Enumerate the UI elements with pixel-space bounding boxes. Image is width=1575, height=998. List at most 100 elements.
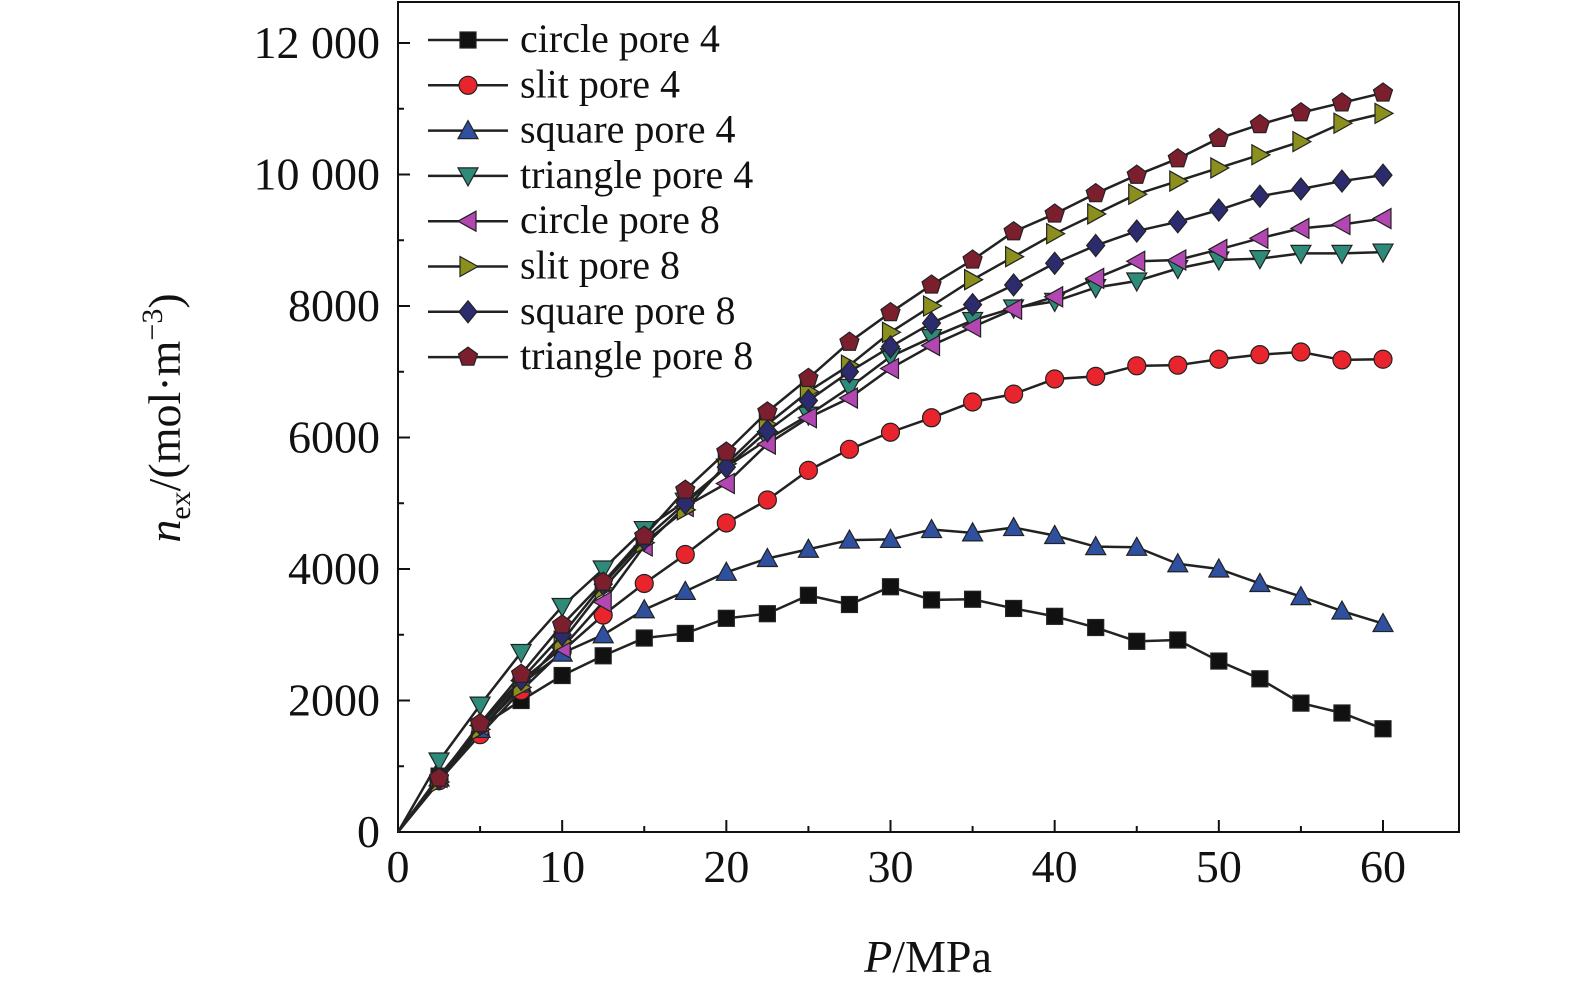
legend-marker xyxy=(457,346,479,366)
data-point xyxy=(1003,220,1024,241)
data-point xyxy=(1128,183,1148,206)
data-point xyxy=(758,605,776,623)
legend-label: triangle pore 4 xyxy=(520,152,753,197)
data-point xyxy=(1250,184,1270,209)
data-point xyxy=(591,590,612,613)
data-point xyxy=(633,598,656,619)
legend-label: square pore 8 xyxy=(520,288,735,333)
data-point xyxy=(1043,285,1064,308)
data-point xyxy=(1126,164,1147,184)
data-point xyxy=(1046,222,1066,245)
data-point xyxy=(1210,652,1228,670)
legend-item: triangle pore 4 xyxy=(428,152,753,197)
legend-item: square pore 8 xyxy=(428,288,735,333)
data-point xyxy=(1371,243,1395,264)
data-point xyxy=(962,292,983,317)
plot-frame xyxy=(397,1,1460,833)
data-point xyxy=(921,408,942,428)
data-point xyxy=(1330,213,1351,236)
data-point xyxy=(757,490,777,510)
data-point xyxy=(551,597,574,618)
data-point xyxy=(716,441,737,461)
data-point xyxy=(1292,694,1310,712)
legend-label: slit pore 4 xyxy=(520,61,680,106)
data-point xyxy=(1291,177,1311,201)
data-point xyxy=(592,623,615,644)
legend-label: triangle pore 8 xyxy=(520,333,753,378)
data-point xyxy=(1208,127,1230,148)
data-point xyxy=(961,521,984,542)
data-point xyxy=(1330,599,1353,620)
data-point xyxy=(1333,112,1354,135)
data-point xyxy=(1291,342,1311,362)
series-layer xyxy=(396,82,1395,833)
data-point xyxy=(1087,618,1105,637)
x-axis-label: P/MPa xyxy=(863,931,992,982)
data-point xyxy=(1331,92,1353,112)
data-point xyxy=(756,547,779,568)
data-point xyxy=(962,392,983,412)
x-tick-label: 20 xyxy=(703,841,749,892)
data-point xyxy=(469,712,491,733)
data-point xyxy=(1168,209,1188,234)
data-point xyxy=(1251,143,1272,166)
data-point xyxy=(510,663,532,683)
data-point xyxy=(798,460,819,480)
data-point xyxy=(1332,169,1352,194)
data-point xyxy=(1333,704,1351,722)
data-point xyxy=(1209,198,1229,222)
data-point xyxy=(592,560,615,581)
data-point xyxy=(962,249,983,269)
legend-item: triangle pore 8 xyxy=(428,333,753,378)
data-point xyxy=(1005,245,1025,268)
data-point xyxy=(675,479,696,499)
data-point xyxy=(1371,207,1392,230)
legend-marker xyxy=(459,255,480,278)
legend-item: slit pore 8 xyxy=(428,243,680,288)
data-point xyxy=(1169,170,1190,193)
data-point xyxy=(1086,366,1106,386)
legend-label: circle pore 8 xyxy=(520,197,720,242)
data-point xyxy=(1128,632,1146,650)
data-point xyxy=(1332,350,1352,370)
data-point xyxy=(1209,349,1229,369)
series-square-pore-4 xyxy=(397,516,1395,833)
x-tick-label: 50 xyxy=(1196,841,1242,892)
data-point xyxy=(676,624,694,643)
data-point xyxy=(879,528,902,549)
data-point xyxy=(1289,217,1310,240)
data-point xyxy=(1371,612,1395,633)
data-point xyxy=(635,629,653,647)
data-point xyxy=(428,752,451,773)
data-point xyxy=(922,294,943,318)
data-point xyxy=(1002,298,1023,321)
data-point xyxy=(1248,227,1269,250)
data-point xyxy=(1249,113,1271,134)
legend-item: slit pore 4 xyxy=(428,61,680,106)
legend-marker xyxy=(458,299,478,324)
data-point xyxy=(1084,535,1107,556)
data-point xyxy=(963,590,982,608)
data-point xyxy=(1374,720,1392,738)
x-tick-label: 0 xyxy=(387,841,410,892)
data-point xyxy=(1166,552,1189,573)
data-point xyxy=(1125,272,1148,293)
x-tick-label: 10 xyxy=(539,841,585,892)
data-point xyxy=(839,331,860,351)
data-point xyxy=(1250,345,1270,365)
data-point xyxy=(1125,250,1146,273)
data-point xyxy=(1373,349,1393,369)
data-point xyxy=(921,311,942,336)
data-point xyxy=(1248,572,1271,593)
data-point xyxy=(1373,163,1393,188)
data-point xyxy=(634,573,654,594)
y-axis-label: nex/(mol·m−3) xyxy=(136,293,197,542)
data-point xyxy=(1046,607,1064,625)
y-tick-label: 12 000 xyxy=(254,17,381,68)
y-tick-label: 0 xyxy=(357,806,380,857)
data-point xyxy=(1210,156,1231,179)
data-point xyxy=(920,334,941,357)
legend-label: square pore 4 xyxy=(520,107,735,152)
data-point xyxy=(717,609,735,627)
